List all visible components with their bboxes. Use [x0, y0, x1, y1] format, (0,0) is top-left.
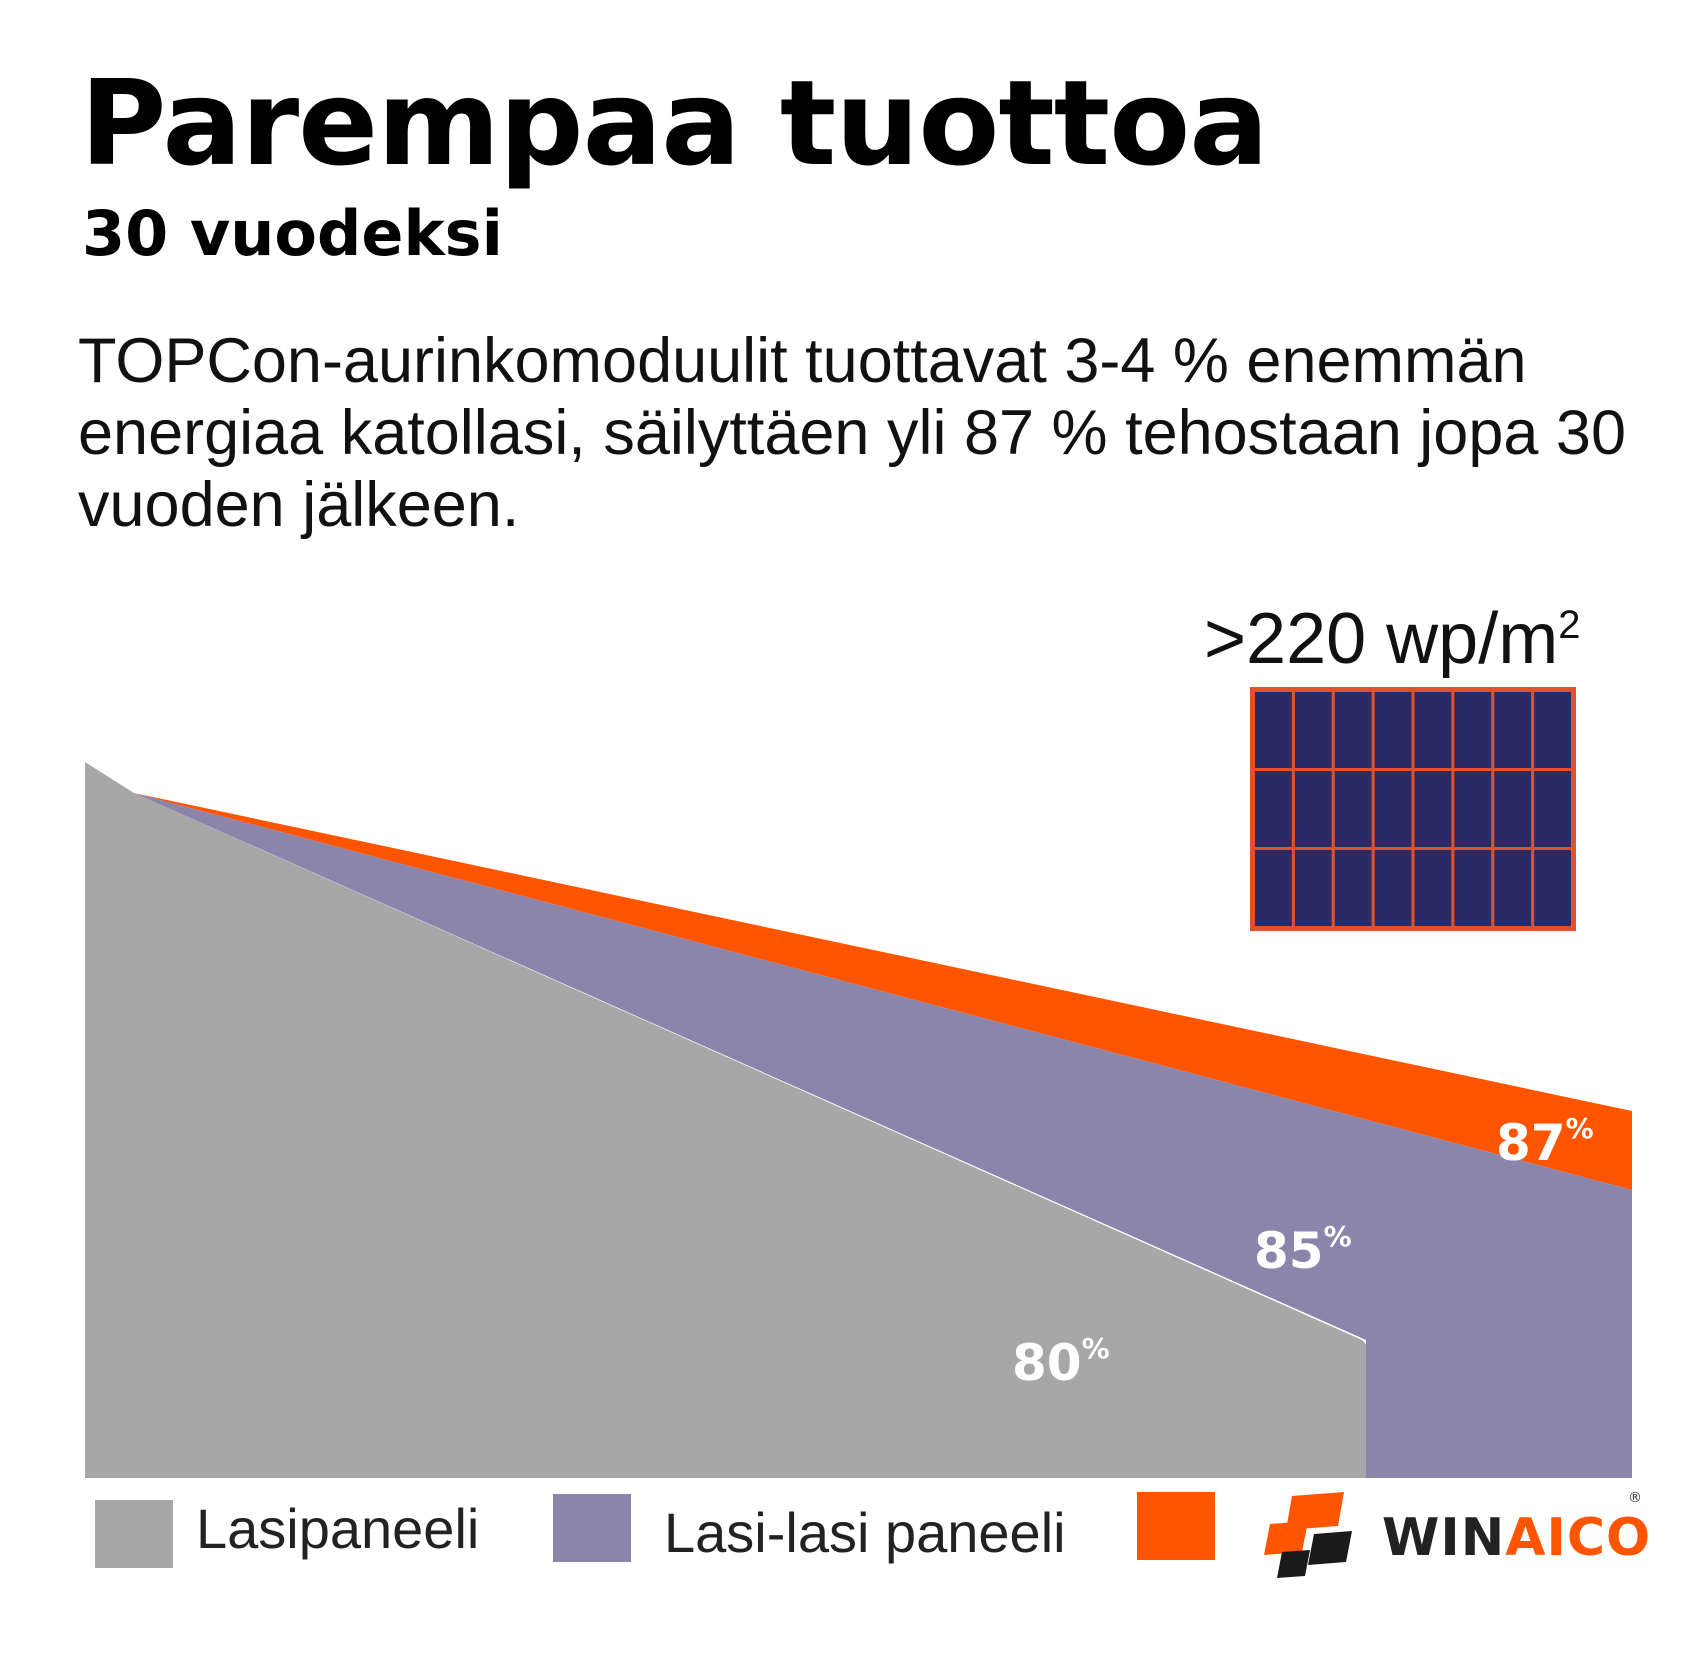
- solar-panel-cell: [1494, 850, 1532, 926]
- legend-label-lasi-lasi: Lasi-lasi paneeli: [664, 1501, 1066, 1564]
- legend-swatch-lasi-lasi: [553, 1494, 631, 1562]
- end-label-lasi-lasi-suffix: %: [1324, 1220, 1352, 1253]
- solar-panel-cell: [1454, 850, 1492, 926]
- solar-panel-cell: [1494, 692, 1532, 768]
- solar-panel-cell: [1454, 692, 1492, 768]
- end-label-topcon-value: 87: [1496, 1114, 1566, 1172]
- area-lasi-lasi: [134, 793, 1632, 1478]
- solar-panel-cell: [1374, 850, 1412, 926]
- winaico-logo: WINAICO ®: [1262, 1490, 1652, 1580]
- legend-swatch-topcon: [1137, 1492, 1215, 1560]
- solar-panel-cell: [1414, 692, 1452, 768]
- solar-panel-cell: [1255, 771, 1292, 847]
- description-text: TOPCon-aurinkomoduulit tuottavat 3-4 % e…: [78, 326, 1626, 540]
- winaico-wordmark-win: WIN: [1382, 1508, 1506, 1568]
- end-label-lasipaneeli: 80%: [1012, 1332, 1110, 1392]
- end-label-lasipaneeli-value: 80: [1012, 1334, 1082, 1392]
- solar-panel-cell: [1255, 850, 1292, 926]
- solar-panel-cell: [1374, 771, 1412, 847]
- solar-panel-cell: [1334, 692, 1372, 768]
- solar-panel-cell: [1494, 771, 1532, 847]
- power-density-sup: 2: [1558, 603, 1581, 647]
- solar-panel-cell: [1534, 850, 1571, 926]
- solar-panel-cell: [1294, 850, 1332, 926]
- page-title: Parempaa tuottoa: [80, 54, 1269, 192]
- power-density-value: >220 wp/m: [1204, 599, 1559, 679]
- solar-panel-cell: [1334, 850, 1372, 926]
- solar-panel-cell: [1374, 692, 1412, 768]
- solar-panel-cell: [1255, 692, 1292, 768]
- winaico-wordmark-aico: AICO: [1505, 1508, 1652, 1568]
- solar-panel-cell: [1334, 771, 1372, 847]
- page-subtitle: 30 vuodeksi: [82, 197, 503, 270]
- area-lasipaneeli: [85, 762, 1366, 1478]
- legend-label-lasipaneeli: Lasipaneeli: [196, 1497, 480, 1560]
- winaico-wordmark: WINAICO: [1382, 1508, 1651, 1568]
- registered-mark: ®: [1628, 1490, 1642, 1506]
- power-density-label: >220 wp/m2: [1204, 598, 1580, 680]
- solar-panel-cell: [1294, 771, 1332, 847]
- end-label-topcon: 87%: [1496, 1112, 1594, 1172]
- solar-panel-cell: [1534, 692, 1571, 768]
- solar-panel-cell: [1414, 850, 1452, 926]
- legend-swatch-lasipaneeli: [95, 1500, 173, 1568]
- solar-panel-cell: [1534, 771, 1571, 847]
- end-label-lasi-lasi: 85%: [1254, 1220, 1352, 1280]
- end-label-lasipaneeli-suffix: %: [1082, 1332, 1110, 1365]
- end-label-lasi-lasi-value: 85: [1254, 1222, 1324, 1280]
- winaico-logo-icon: [1264, 1492, 1352, 1578]
- solar-panel-cell: [1454, 771, 1492, 847]
- solar-panel-cell: [1414, 771, 1452, 847]
- solar-panel-cell: [1294, 692, 1332, 768]
- solar-panel-icon: [1250, 687, 1576, 931]
- end-label-topcon-suffix: %: [1566, 1112, 1594, 1145]
